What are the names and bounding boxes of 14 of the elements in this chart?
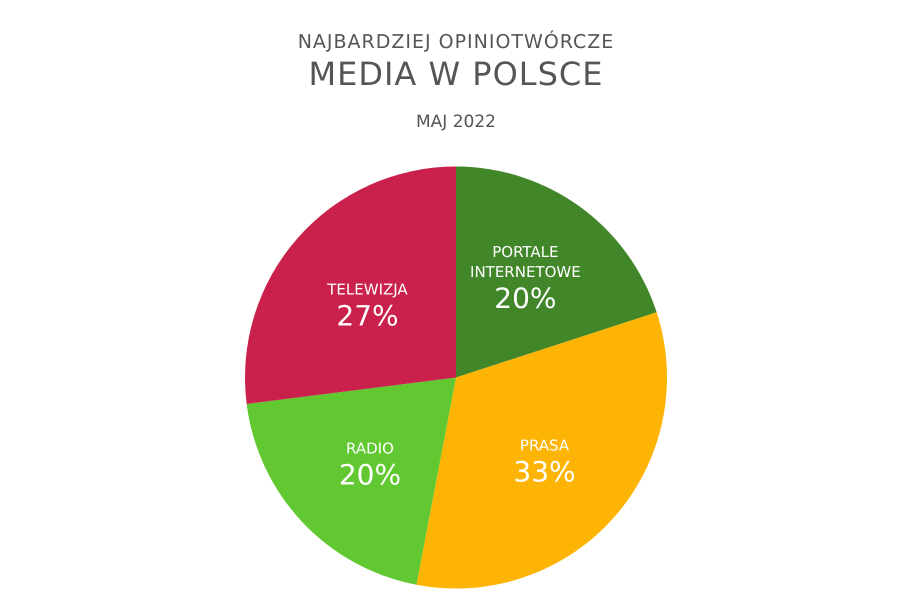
slice-label: PORTALE INTERNETOWE xyxy=(470,243,581,282)
chart-subtitle: MAJ 2022 xyxy=(415,111,497,132)
pie-slice xyxy=(456,166,657,378)
chart-title: NAJBARDZIEJ OPINIOTWÓRCZE MEDIA W POLSCE xyxy=(296,29,616,94)
slice-label: PRASA xyxy=(520,436,570,455)
data-label: 20% xyxy=(494,282,556,316)
data-label: 27% xyxy=(336,299,399,332)
data-label: 33% xyxy=(513,456,576,489)
data-label: 20% xyxy=(338,458,402,492)
slice-label: TELEWIZJA xyxy=(326,280,408,298)
slice-label: RADIO xyxy=(346,439,394,458)
pie-slice xyxy=(245,166,456,404)
pie-slice xyxy=(246,378,456,585)
pie-slice xyxy=(416,312,667,588)
